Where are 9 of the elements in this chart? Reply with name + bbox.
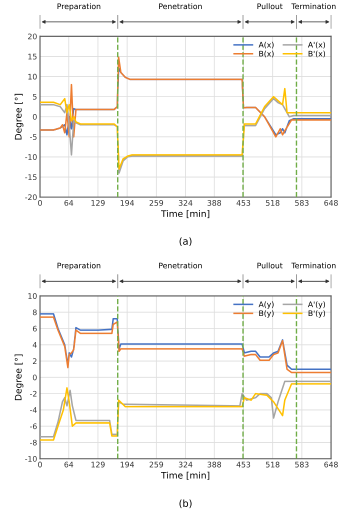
line-series — [40, 56, 332, 138]
text: (a) — [180, 237, 192, 246]
line-series — [40, 88, 332, 170]
line-series — [40, 98, 332, 174]
text: (b) — [179, 499, 192, 508]
y-axis-title: Degree [°] — [14, 94, 24, 140]
y-axis-title: Degree [°] — [14, 354, 24, 400]
x-axis-title: Time [min] — [160, 472, 210, 480]
x-axis-title: Time [min] — [160, 210, 210, 218]
